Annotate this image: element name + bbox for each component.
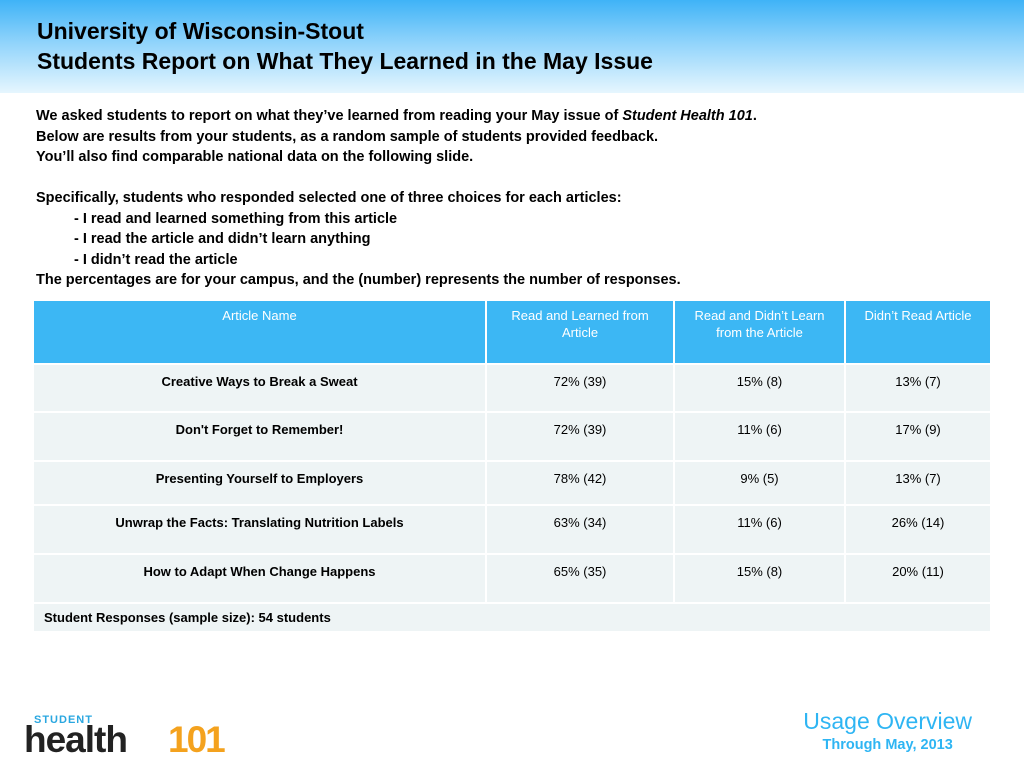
table-header-row: Article Name Read and Learned from Artic… xyxy=(34,301,990,364)
intro-line-3: You’ll also find comparable national dat… xyxy=(36,149,474,165)
usage-subtitle: Through May, 2013 xyxy=(822,737,953,753)
not-read-cell: 17% (9) xyxy=(845,411,990,461)
col-header-read-learned: Read and Learned from Article xyxy=(486,301,675,364)
learned-cell: 65% (35) xyxy=(486,553,675,603)
slide-header: University of Wisconsin-Stout Students R… xyxy=(0,0,1024,93)
logo-student-text: STUDENT xyxy=(34,714,93,726)
intro-text: We asked students to report on what they… xyxy=(36,106,996,291)
learned-cell: 72% (39) xyxy=(486,363,675,412)
choice-3: - I didn’t read the article xyxy=(74,251,238,268)
intro-line-1: We asked students to report on what they… xyxy=(36,106,996,127)
slide-title-line1: University of Wisconsin-Stout xyxy=(37,18,364,44)
col-header-read-not-learned: Read and Didn’t Learn from the Article xyxy=(674,301,846,364)
not-learned-cell: 15% (8) xyxy=(674,553,846,603)
not-read-cell: 13% (7) xyxy=(845,460,990,505)
logo-health-text: health xyxy=(24,719,128,760)
not-read-cell: 26% (14) xyxy=(845,504,990,554)
intro-line-percentages-note: The percentages are for your campus, and… xyxy=(36,272,681,288)
choice-2: - I read the article and didn’t learn an… xyxy=(74,231,371,247)
not-read-cell: 20% (11) xyxy=(845,553,990,603)
learned-cell: 78% (42) xyxy=(486,460,675,505)
article-name-cell: How to Adapt When Change Happens xyxy=(34,553,487,603)
not-learned-cell: 11% (6) xyxy=(674,504,846,554)
intro-line-1-end: . xyxy=(752,108,757,124)
learned-cell: 63% (34) xyxy=(486,504,675,554)
not-learned-cell: 15% (8) xyxy=(674,363,846,412)
table-footer-row: Student Responses (sample size): 54 stud… xyxy=(34,602,990,631)
usage-overview: Usage Overview Through May, 2013 xyxy=(803,708,972,753)
not-read-cell: 13% (7) xyxy=(845,363,990,412)
sample-size-cell: Student Responses (sample size): 54 stud… xyxy=(34,602,990,631)
choice-1: - I read and learned something from this… xyxy=(74,210,398,227)
intro-spacer xyxy=(36,168,996,189)
results-table: Article Name Read and Learned from Artic… xyxy=(34,301,990,631)
logo-101-text: 101 xyxy=(168,719,226,760)
intro-line-2: Below are results from your students, as… xyxy=(36,128,659,145)
publication-name: Student Health 101 xyxy=(622,108,753,124)
intro-line-1-text: We asked students to report on what they… xyxy=(36,108,623,124)
slide-title-line2: Students Report on What They Learned in … xyxy=(37,48,653,74)
article-name-cell: Creative Ways to Break a Sweat xyxy=(34,363,487,412)
table-row: Don't Forget to Remember! 72% (39) 11% (… xyxy=(34,411,990,461)
col-header-article-name: Article Name xyxy=(34,301,487,364)
col-header-not-read: Didn’t Read Article xyxy=(845,301,990,364)
table-row: How to Adapt When Change Happens 65% (35… xyxy=(34,553,990,603)
table-row: Presenting Yourself to Employers 78% (42… xyxy=(34,460,990,505)
intro-line-choices-lead: Specifically, students who responded sel… xyxy=(36,190,622,206)
table-row: Unwrap the Facts: Translating Nutrition … xyxy=(34,504,990,554)
student-health-101-logo: STUDENT health 101 xyxy=(24,714,226,760)
article-name-cell: Presenting Yourself to Employers xyxy=(34,460,487,505)
article-name-cell: Unwrap the Facts: Translating Nutrition … xyxy=(34,504,487,554)
article-name-cell: Don't Forget to Remember! xyxy=(34,411,487,461)
not-learned-cell: 11% (6) xyxy=(674,411,846,461)
not-learned-cell: 9% (5) xyxy=(674,460,846,505)
table-row: Creative Ways to Break a Sweat 72% (39) … xyxy=(34,363,990,412)
usage-title: Usage Overview xyxy=(803,708,972,734)
learned-cell: 72% (39) xyxy=(486,411,675,461)
